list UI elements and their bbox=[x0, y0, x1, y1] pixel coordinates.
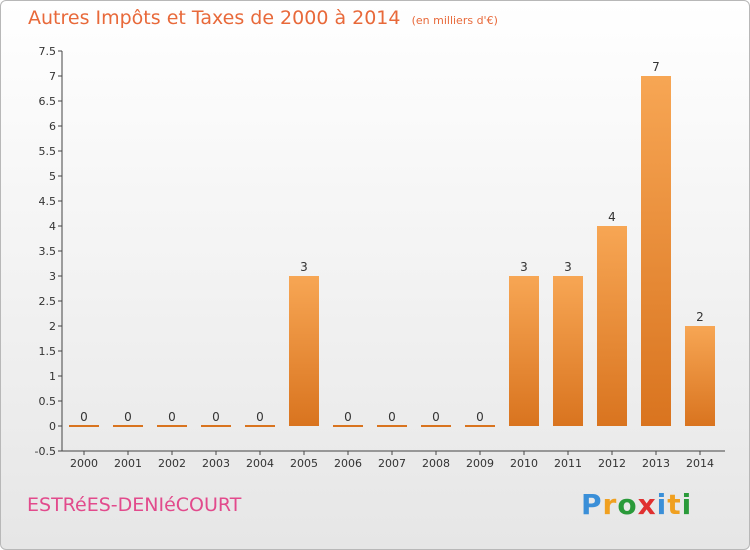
bar bbox=[509, 276, 539, 426]
data-label: 0 bbox=[168, 410, 176, 424]
bar bbox=[597, 226, 627, 426]
y-tick-label: 2.5 bbox=[39, 295, 57, 308]
chart-title: Autres Impôts et Taxes de 2000 à 2014 bbox=[28, 7, 401, 29]
x-tick-label: 2001 bbox=[114, 457, 142, 470]
x-tick-label: 2000 bbox=[70, 457, 98, 470]
data-label: 0 bbox=[344, 410, 352, 424]
y-tick-label: 6 bbox=[49, 120, 56, 133]
y-tick-label: 0 bbox=[49, 420, 56, 433]
y-tick-label: 5 bbox=[49, 170, 56, 183]
data-label: 0 bbox=[80, 410, 88, 424]
y-tick-label: 4.5 bbox=[39, 195, 57, 208]
data-label: 4 bbox=[608, 210, 616, 224]
x-tick-label: 2002 bbox=[158, 457, 186, 470]
chart-unit-note: (en milliers d'€) bbox=[411, 14, 498, 27]
data-label: 0 bbox=[256, 410, 264, 424]
y-tick-label: 7.5 bbox=[39, 45, 57, 58]
y-tick-label: 1.5 bbox=[39, 345, 57, 358]
brand-letter: t bbox=[667, 488, 682, 521]
y-tick-label: 3.5 bbox=[39, 245, 57, 258]
data-label: 0 bbox=[432, 410, 440, 424]
x-tick-label: 2011 bbox=[554, 457, 582, 470]
commune-name: ESTRéES-DENIéCOURT bbox=[27, 494, 242, 516]
brand-letter: i bbox=[681, 488, 693, 521]
x-tick-label: 2003 bbox=[202, 457, 230, 470]
y-tick-label: 3 bbox=[49, 270, 56, 283]
y-tick-label: 7 bbox=[49, 70, 56, 83]
data-label: 3 bbox=[520, 260, 528, 274]
data-label: 7 bbox=[652, 60, 660, 74]
y-tick-label: 0.5 bbox=[39, 395, 57, 408]
brand-logo[interactable]: Proxiti bbox=[581, 488, 692, 521]
data-label: 3 bbox=[564, 260, 572, 274]
y-tick-label: -0.5 bbox=[35, 445, 56, 458]
y-tick-label: 1 bbox=[49, 370, 56, 383]
data-label: 0 bbox=[212, 410, 220, 424]
data-label: 0 bbox=[476, 410, 484, 424]
x-tick-label: 2007 bbox=[378, 457, 406, 470]
brand-letter: r bbox=[602, 488, 618, 521]
data-label: 0 bbox=[124, 410, 132, 424]
brand-letter: x bbox=[637, 488, 657, 521]
x-tick-label: 2008 bbox=[422, 457, 450, 470]
brand-letter: i bbox=[656, 488, 668, 521]
brand-letter: P bbox=[581, 488, 603, 521]
y-tick-label: 4 bbox=[49, 220, 56, 233]
x-tick-label: 2010 bbox=[510, 457, 538, 470]
brand-letter: o bbox=[617, 488, 638, 521]
bar bbox=[289, 276, 319, 426]
data-label: 0 bbox=[388, 410, 396, 424]
bar bbox=[685, 326, 715, 426]
data-label: 2 bbox=[696, 310, 704, 324]
x-tick-label: 2009 bbox=[466, 457, 494, 470]
x-tick-label: 2013 bbox=[642, 457, 670, 470]
x-tick-label: 2012 bbox=[598, 457, 626, 470]
bar bbox=[553, 276, 583, 426]
y-tick-label: 6.5 bbox=[39, 95, 57, 108]
bar bbox=[641, 76, 671, 426]
x-tick-label: 2004 bbox=[246, 457, 274, 470]
x-tick-label: 2014 bbox=[686, 457, 714, 470]
data-label: 3 bbox=[300, 260, 308, 274]
y-tick-label: 2 bbox=[49, 320, 56, 333]
y-tick-label: 5.5 bbox=[39, 145, 57, 158]
x-tick-label: 2006 bbox=[334, 457, 362, 470]
chart-title-row: Autres Impôts et Taxes de 2000 à 2014 (e… bbox=[28, 7, 498, 29]
x-tick-label: 2005 bbox=[290, 457, 318, 470]
